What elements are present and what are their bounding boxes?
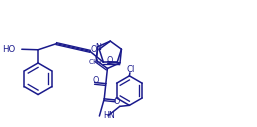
Text: HN: HN [104, 111, 115, 120]
Text: O: O [92, 76, 99, 85]
Text: O: O [113, 97, 120, 106]
Text: O: O [90, 45, 97, 54]
Text: O: O [106, 56, 113, 65]
Text: CH₃: CH₃ [89, 59, 102, 65]
Text: N: N [95, 43, 101, 52]
Text: HO: HO [2, 45, 16, 54]
Text: Cl: Cl [126, 65, 135, 74]
